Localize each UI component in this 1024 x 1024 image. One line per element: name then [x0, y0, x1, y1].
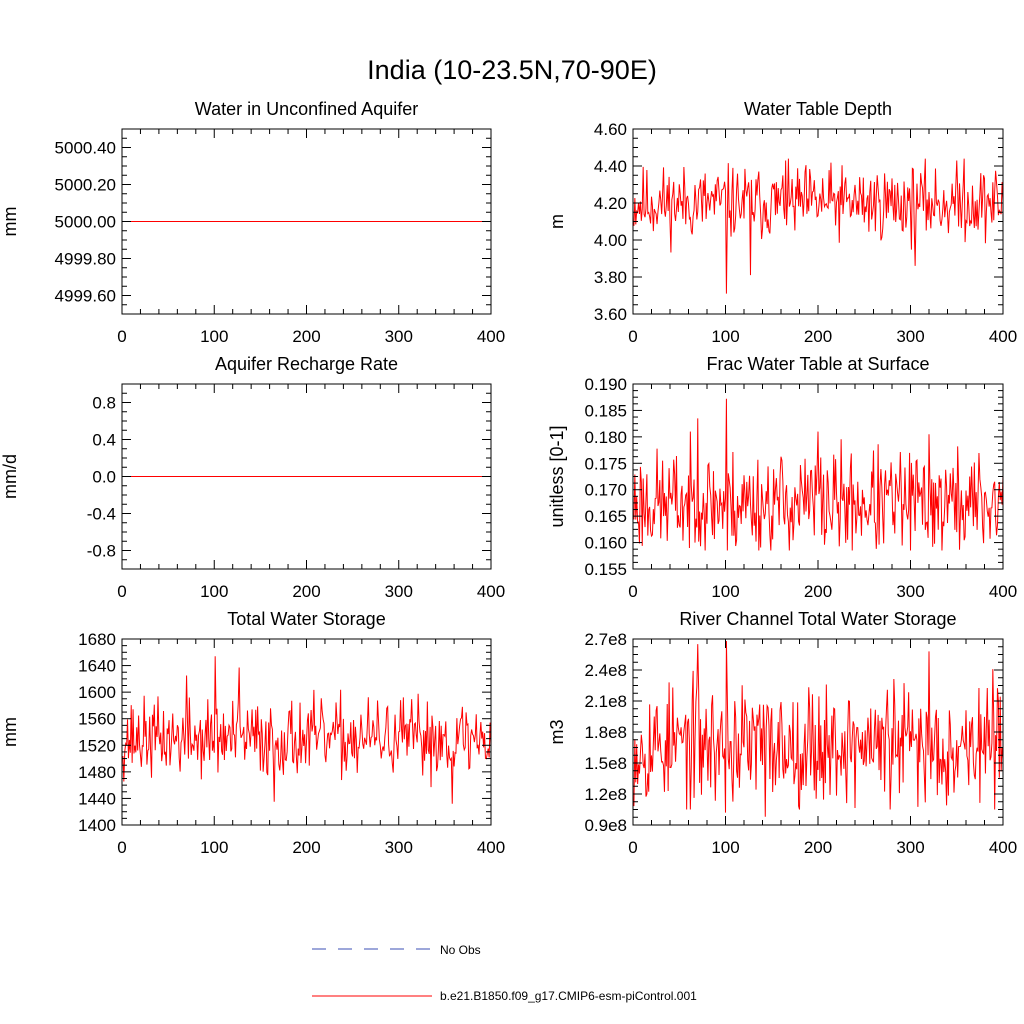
- y-tick-label: -0.8: [87, 542, 116, 561]
- legend: No Obs b.e21.B1850.f09_g17.CMIP6-esm-piC…: [312, 943, 697, 1003]
- y-tick-label: 2.1e8: [584, 692, 627, 711]
- y-tick-label: 5000.00: [55, 213, 116, 232]
- y-tick-label: 0.185: [584, 401, 627, 420]
- panel-title-aquifer-recharge-rate: Aquifer Recharge Rate: [215, 354, 398, 374]
- y-tick-label: 1.5e8: [584, 754, 627, 773]
- y-tick-label: 3.80: [594, 268, 627, 287]
- x-tick-label: 200: [804, 838, 832, 857]
- x-tick-label: 400: [477, 327, 505, 346]
- y-tick-label: 1560: [78, 710, 116, 729]
- x-tick-label: 100: [200, 582, 228, 601]
- x-tick-label: 300: [896, 582, 924, 601]
- y-tick-label: 5000.20: [55, 176, 116, 195]
- panel-frac-water-table-at-surface: Frac Water Table at Surface unitless [0-1…: [547, 354, 1017, 601]
- panels-group: Water in Unconfined Aquifer mm 0 100 200 300 4…: [0, 99, 1017, 857]
- figure-title: India (10-23.5N,70-90E): [367, 55, 657, 85]
- x-tick-label: 0: [628, 582, 637, 601]
- y-tick-label: 0.0: [92, 468, 116, 487]
- y-tick-label: 0.165: [584, 507, 627, 526]
- y-tick-label: 4.20: [594, 194, 627, 213]
- panel-title-total-water-storage: Total Water Storage: [227, 609, 385, 629]
- series-line-water-table-depth-0: [633, 158, 1004, 294]
- y-axis-label-total-water-storage: mm: [0, 717, 20, 747]
- x-tick-label: 300: [896, 327, 924, 346]
- panel-water-table-depth: Water Table Depth m 0 100 200 300 400 3.60 3.80 4…: [547, 99, 1017, 346]
- y-tick-label: 0.170: [584, 481, 627, 500]
- y-tick-label: 1520: [78, 736, 116, 755]
- x-tick-label: 200: [292, 327, 320, 346]
- y-tick-label: 0.9e8: [584, 816, 627, 835]
- y-axis-label-water-table-depth: m: [547, 214, 567, 229]
- panel-water-in-unconfined-aquifer: Water in Unconfined Aquifer mm 0 100 200 300 4…: [0, 99, 505, 346]
- series-line-frac-water-table-at-surface-0: [633, 398, 1004, 551]
- y-tick-label: 4.00: [594, 231, 627, 250]
- y-tick-label: 0.160: [584, 534, 627, 553]
- panel-title-frac-water-table-at-surface: Frac Water Table at Surface: [706, 354, 929, 374]
- series-line-total-water-storage-0: [122, 656, 492, 804]
- y-tick-label: 4999.80: [55, 250, 116, 269]
- y-axis-label-river-channel-total-water-storage: m3: [547, 719, 567, 744]
- y-axis-label-aquifer-recharge-rate: mm/d: [0, 454, 20, 499]
- y-tick-label: 0.8: [92, 394, 116, 413]
- y-tick-label: 2.4e8: [584, 661, 627, 680]
- x-tick-label: 400: [989, 327, 1017, 346]
- y-tick-label: 4.40: [594, 157, 627, 176]
- y-tick-label: 0.190: [584, 375, 627, 394]
- x-tick-label: 0: [117, 327, 126, 346]
- y-tick-label: 3.60: [594, 305, 627, 324]
- x-tick-label: 100: [200, 838, 228, 857]
- series-line-river-channel-total-water-storage-0: [633, 641, 1004, 817]
- x-tick-label: 300: [385, 327, 413, 346]
- legend-label-no-obs: No Obs: [440, 943, 481, 957]
- panel-title-river-channel-total-water-storage: River Channel Total Water Storage: [679, 609, 956, 629]
- x-tick-label: 200: [804, 582, 832, 601]
- y-tick-label: 1480: [78, 763, 116, 782]
- x-tick-label: 0: [117, 582, 126, 601]
- y-tick-label: 4999.60: [55, 287, 116, 306]
- y-tick-label: 1640: [78, 657, 116, 676]
- x-tick-label: 0: [628, 838, 637, 857]
- y-axis-label-frac-water-table-at-surface: unitless [0-1]: [547, 425, 567, 527]
- x-tick-label: 200: [292, 838, 320, 857]
- x-tick-label: 300: [896, 838, 924, 857]
- legend-label-model: b.e21.B1850.f09_g17.CMIP6-esm-piControl.…: [440, 989, 697, 1003]
- x-tick-label: 0: [628, 327, 637, 346]
- y-tick-label: 1600: [78, 683, 116, 702]
- x-tick-label: 400: [477, 582, 505, 601]
- y-tick-label: 0.155: [584, 560, 627, 579]
- y-tick-label: 2.7e8: [584, 630, 627, 649]
- panel-total-water-storage: Total Water Storage mm 0 100 200 300 400 1400 14…: [0, 609, 505, 857]
- x-tick-label: 100: [711, 838, 739, 857]
- x-tick-label: 0: [117, 838, 126, 857]
- y-tick-label: 4.60: [594, 120, 627, 139]
- x-tick-label: 200: [804, 327, 832, 346]
- y-tick-label: 5000.40: [55, 139, 116, 158]
- y-tick-label: 0.175: [584, 454, 627, 473]
- y-tick-label: 1400: [78, 816, 116, 835]
- x-tick-label: 300: [385, 582, 413, 601]
- panel-aquifer-recharge-rate: Aquifer Recharge Rate mm/d 0 100 200 300 400 -0…: [0, 354, 505, 601]
- x-tick-label: 400: [989, 582, 1017, 601]
- y-tick-label: 1.2e8: [584, 785, 627, 804]
- panel-title-water-in-unconfined-aquifer: Water in Unconfined Aquifer: [195, 99, 418, 119]
- y-tick-label: 1440: [78, 789, 116, 808]
- y-tick-label: 0.4: [92, 431, 116, 450]
- x-tick-label: 100: [200, 327, 228, 346]
- y-tick-label: 0.180: [584, 428, 627, 447]
- x-tick-label: 100: [711, 327, 739, 346]
- x-tick-label: 200: [292, 582, 320, 601]
- x-tick-label: 100: [711, 582, 739, 601]
- y-tick-label: -0.4: [87, 505, 116, 524]
- y-axis-label-water-in-unconfined-aquifer: mm: [0, 207, 20, 237]
- x-tick-label: 300: [385, 838, 413, 857]
- panel-river-channel-total-water-storage: River Channel Total Water Storage m3 0 100 2…: [547, 609, 1017, 857]
- x-tick-label: 400: [477, 838, 505, 857]
- panel-title-water-table-depth: Water Table Depth: [744, 99, 892, 119]
- y-tick-label: 1680: [78, 630, 116, 649]
- x-tick-label: 400: [989, 838, 1017, 857]
- y-tick-label: 1.8e8: [584, 723, 627, 742]
